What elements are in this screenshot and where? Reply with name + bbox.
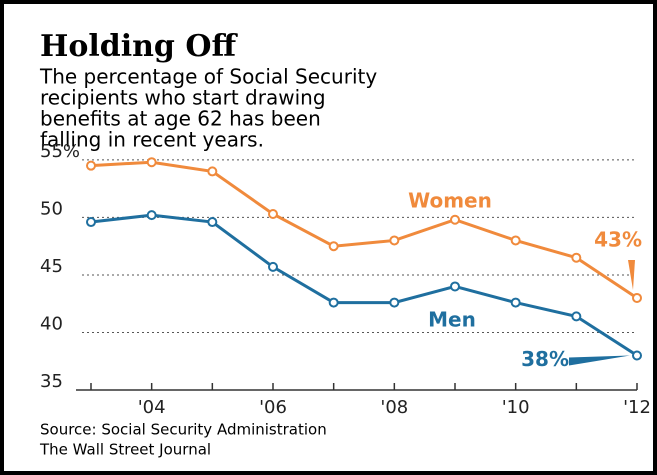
legend-label: Women	[408, 189, 492, 213]
y-tick-label: 40	[40, 313, 63, 334]
label-pointer	[628, 259, 635, 290]
point	[632, 292, 642, 303]
line	[90, 213, 638, 357]
point	[328, 241, 339, 252]
subtitle: benefits at age 62 has been	[40, 107, 321, 131]
point	[571, 252, 582, 263]
point	[510, 235, 521, 246]
point	[146, 210, 157, 221]
point	[86, 160, 96, 171]
x-tick-label: '06	[259, 397, 287, 418]
value-label: 43%	[594, 227, 642, 251]
label-pointer	[569, 355, 630, 366]
point	[389, 297, 400, 308]
point	[207, 166, 218, 177]
x-tick-label: '12	[623, 397, 651, 418]
x-tick-label: '10	[502, 397, 530, 418]
point	[86, 217, 96, 228]
y-tick-label: 35	[40, 371, 63, 392]
x-tick-label: '08	[380, 397, 408, 418]
value-label: 38%	[521, 347, 569, 371]
point	[450, 214, 460, 225]
source: The Wall Street Journal	[39, 441, 211, 459]
y-tick-label: 50	[40, 198, 63, 219]
point	[207, 217, 218, 228]
point	[268, 261, 278, 272]
point	[510, 297, 521, 308]
legend-label: Men	[428, 308, 476, 332]
y-tick-label: 55%	[40, 141, 80, 162]
chart-title: Holding Off	[40, 29, 238, 64]
point	[268, 208, 278, 219]
point	[632, 350, 642, 361]
x-tick-label: '04	[138, 397, 166, 418]
subtitle: falling in recent years.	[40, 128, 264, 152]
source: Source: Social Security Administration	[40, 421, 327, 439]
subtitle: recipients who start drawing	[40, 86, 326, 110]
point	[450, 281, 460, 292]
point	[328, 297, 339, 308]
line	[90, 160, 638, 300]
point	[571, 311, 582, 322]
point	[146, 157, 157, 168]
point	[389, 235, 400, 246]
y-tick-label: 45	[40, 256, 63, 277]
subtitle: The percentage of Social Security	[39, 65, 377, 89]
